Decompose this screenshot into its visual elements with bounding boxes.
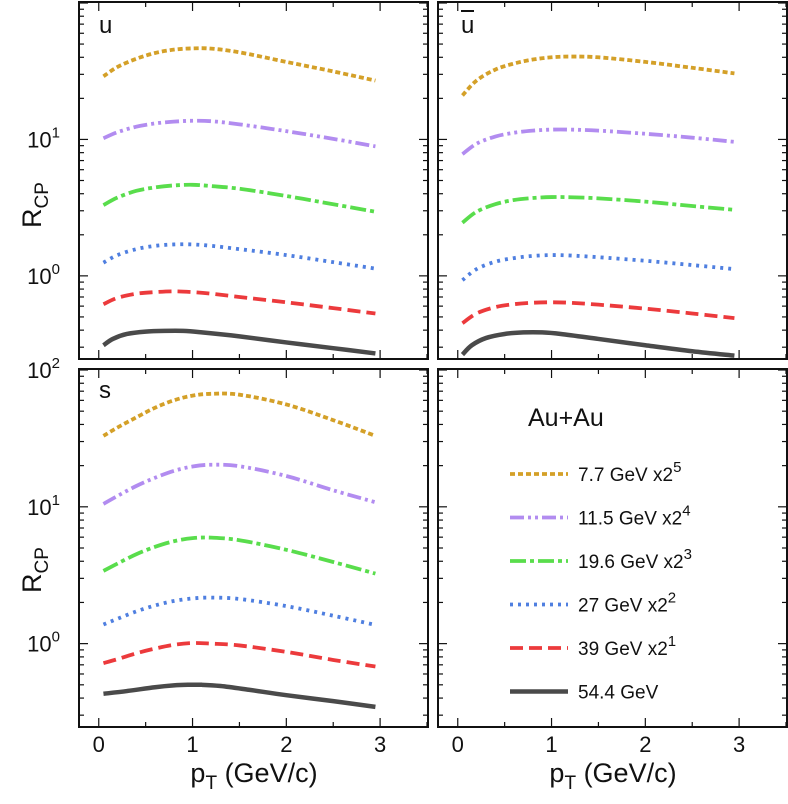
y-tick-labels: 100 101 100 101 102: [27, 124, 60, 656]
legend-label: 27 GeV x22: [578, 590, 676, 617]
x-axis-label-left: pT (GeV/c): [190, 758, 317, 794]
curve-s-54-4-gev: [103, 682, 376, 710]
panel-s-ticks: [80, 369, 428, 726]
legend-item-39-gev: 39 GeV x21: [510, 633, 676, 660]
curve-u-27-gev: [102, 242, 376, 271]
panel-u-ticks: [80, 2, 428, 358]
panel-u-frame: [78, 1, 429, 360]
x-tick-label: 1: [545, 732, 557, 757]
x-axis-label-right: pT (GeV/c): [549, 758, 676, 794]
legend-item-11-5-gev: 11.5 GeV x24: [510, 503, 691, 530]
curve-u-7-7-gev: [102, 46, 376, 83]
legend-title: Au+Au: [528, 404, 604, 432]
panel-u: u: [78, 1, 429, 360]
curve-ubar-19-6-gev: [461, 195, 735, 225]
curve-u-11-5-gev: [102, 118, 376, 149]
panel-ubar-frame: [437, 1, 788, 360]
panel-s-frame: [78, 368, 429, 728]
x-tick-label: 3: [733, 732, 745, 757]
legend-item-27-gev: 27 GeV x22: [510, 590, 676, 617]
y-tick-label: 100: [27, 261, 60, 289]
y-tick-label: 101: [27, 124, 60, 152]
curve-s-27-gev: [102, 595, 376, 627]
legend-label: 39 GeV x21: [578, 633, 676, 660]
panel-s-curves: [102, 391, 377, 710]
curve-s-39-gev: [102, 641, 376, 669]
legend-item-19-6-gev: 19.6 GeV x23: [510, 546, 692, 573]
legend-label: 11.5 GeV x24: [578, 503, 691, 530]
curve-s-7-7-gev: [102, 391, 377, 438]
y-tick-label: 102: [27, 355, 60, 383]
curve-s-11-5-gev: [102, 462, 376, 506]
legend-panel-ticks: [439, 369, 787, 726]
curve-ubar-11-5-gev: [461, 127, 735, 156]
curve-ubar-54-4-gev: [460, 329, 735, 358]
legend-item-54-4-gev: 54.4 GeV: [510, 683, 659, 704]
panel-s: s: [78, 368, 429, 728]
panel-legend: Au+Au 7.7 GeV x25 11.5 GeV x24 19.6 GeV x2…: [437, 368, 788, 728]
x-tick-label: 3: [374, 732, 386, 757]
x-tick-label: 0: [452, 732, 464, 757]
y-axis-label-bottom: RCP: [17, 547, 53, 593]
panel-ubar-ticks: [439, 2, 787, 358]
curve-u-19-6-gev: [102, 182, 376, 214]
panel-s-label: s: [99, 377, 111, 404]
x-tick-labels: 0 1 2 3 0 1 2 3: [93, 732, 746, 757]
curve-u-54-4-gev: [102, 328, 376, 356]
y-tick-label: 101: [27, 492, 60, 520]
panel-ubar-label: u: [461, 12, 474, 39]
legend-label: 7.7 GeV x25: [578, 459, 681, 486]
curve-u-39-gev: [102, 289, 376, 316]
x-tick-label: 2: [639, 732, 651, 757]
x-tick-label: 1: [186, 732, 198, 757]
legend-frame: [437, 368, 788, 728]
panel-u-label: u: [99, 12, 112, 39]
curve-ubar-27-gev: [461, 253, 735, 282]
panel-u-curves: [102, 46, 376, 356]
legend-label: 19.6 GeV x23: [578, 546, 692, 573]
x-tick-label: 0: [93, 732, 105, 757]
curve-s-19-6-gev: [102, 535, 376, 576]
legend-items: 7.7 GeV x25 11.5 GeV x24 19.6 GeV x23 27 Ge…: [510, 459, 692, 704]
legend-item-7-7-gev: 7.7 GeV x25: [510, 459, 681, 486]
legend-label: 54.4 GeV: [578, 683, 659, 704]
panel-ubar-curves: [460, 54, 735, 358]
curve-ubar-39-gev: [461, 300, 735, 325]
y-axis-label-top: RCP: [17, 182, 53, 228]
panel-ubar: u: [437, 1, 788, 360]
y-tick-label: 100: [27, 629, 60, 657]
curve-ubar-7-7-gev: [461, 54, 735, 97]
x-tick-label: 2: [280, 732, 292, 757]
